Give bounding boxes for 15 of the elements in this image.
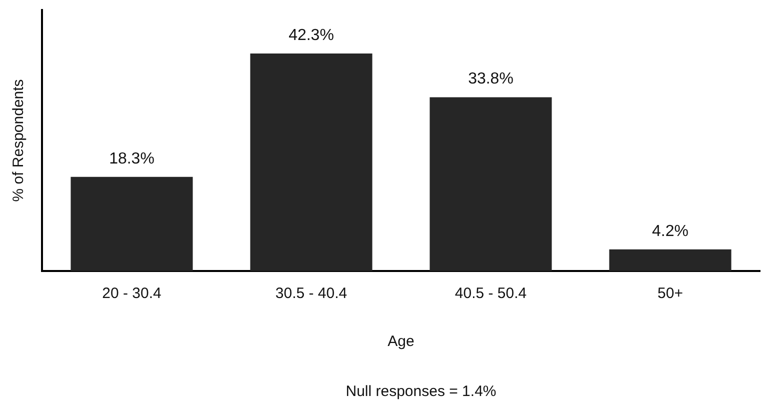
x-tick-label: 20 - 30.4 [102,285,162,302]
text: Null responses = 1.4% [346,383,496,400]
x-tick-label: 40.5 - 50.4 [454,285,527,302]
bar [430,97,552,271]
x-axis-title: Age [388,333,414,350]
data-label: 18.3% [109,150,154,168]
x-tick-label: 30.5 - 40.4 [275,285,348,302]
x-tick-label: 50+ [658,285,684,302]
data-label: 42.3% [288,26,334,44]
data-label: 4.2% [652,222,688,240]
bar [70,176,193,271]
bar [609,249,732,271]
data-label: 33.8% [468,70,514,88]
bar [250,54,372,271]
y-axis-title: % of Respondents [10,79,28,202]
